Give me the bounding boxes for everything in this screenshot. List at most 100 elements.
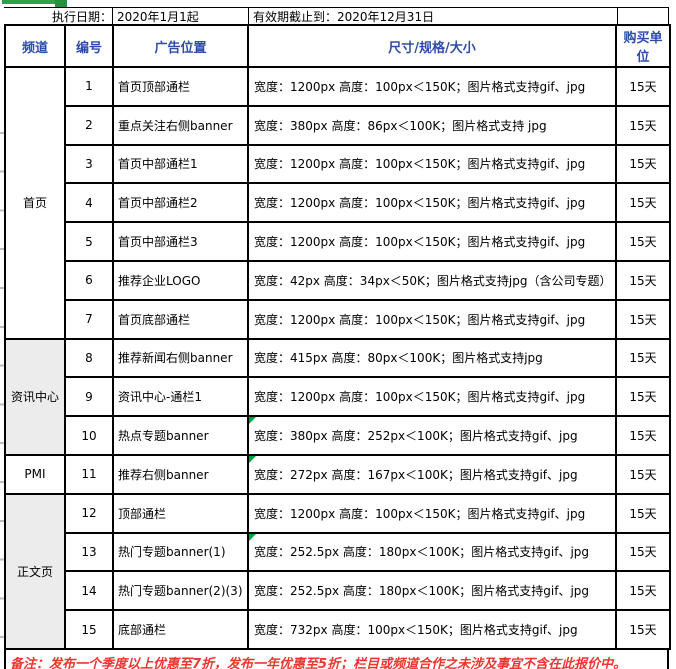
position-cell[interactable]: 底部通栏: [112, 609, 249, 650]
size-cell[interactable]: 宽度：1200px 高度：100px＜150K；图片格式支持gif、jpg: [247, 298, 617, 340]
position-text: 首页中部通栏2: [118, 196, 198, 211]
position-cell[interactable]: 首页中部通栏3: [112, 221, 249, 262]
size-cell[interactable]: 宽度：1200px 高度：100px＜150K；图片格式支持gif、jpg: [247, 66, 617, 107]
number-cell[interactable]: 11: [64, 453, 114, 495]
table-row: 4 首页中部通栏2 宽度：1200px 高度：100px＜150K；图片格式支持…: [5, 182, 671, 224]
table-row: 9 资讯中心-通栏1 宽度：1200px 高度：100px＜150K；图片格式支…: [5, 376, 671, 418]
position-cell[interactable]: 热点专题banner: [112, 415, 249, 456]
number-cell[interactable]: 2: [64, 104, 114, 146]
unit-cell[interactable]: 15天: [615, 376, 671, 418]
size-cell[interactable]: 宽度：1200px 高度：100px＜150K；图片格式支持gif、jpg: [247, 221, 617, 262]
size-text: 宽度：252.5px 高度：180px＜100K；图片格式支持gif、jpg: [254, 545, 590, 560]
number-cell[interactable]: 9: [64, 376, 114, 418]
position-text: 重点关注右侧banner: [118, 118, 233, 133]
unit-cell[interactable]: 15天: [615, 337, 671, 379]
size-cell[interactable]: 宽度：380px 高度：252px＜100K；图片格式支持gif、jpg: [247, 415, 617, 456]
unit-cell[interactable]: 15天: [615, 415, 671, 456]
position-cell[interactable]: 首页顶部通栏: [112, 66, 249, 107]
table-row: PMI 11 推荐右侧banner 宽度：272px 高度：167px＜100K…: [4, 453, 671, 495]
size-cell[interactable]: 宽度：252.5px 高度：180px＜100K；图片格式支持gif、jpg: [247, 531, 617, 573]
comment-indicator-icon: [250, 418, 256, 425]
size-cell[interactable]: 宽度：1200px 高度：100px＜150K；图片格式支持gif、jpg: [247, 182, 617, 224]
size-text: 宽度：42px 高度：34px＜50K；图片格式支持jpg（含公司专题）: [254, 273, 612, 288]
size-cell[interactable]: 宽度：380px 高度：86px＜100K；图片格式支持 jpg: [247, 104, 617, 146]
header-size[interactable]: 尺寸/规格/大小: [247, 24, 617, 68]
position-cell[interactable]: 首页中部通栏1: [112, 143, 249, 185]
size-text: 宽度：732px 高度：100px＜150K；图片格式支持gif、jpg: [254, 623, 578, 638]
number-cell[interactable]: 1: [64, 66, 114, 107]
unit-cell[interactable]: 15天: [615, 609, 671, 650]
table-row: 5 首页中部通栏3 宽度：1200px 高度：100px＜150K；图片格式支持…: [5, 221, 671, 262]
exec-date-label[interactable]: 执行日期：: [51, 9, 112, 24]
number-cell[interactable]: 5: [64, 221, 114, 262]
unit-cell[interactable]: 15天: [615, 221, 671, 262]
sheet-tab-artifact-notch: [55, 0, 67, 7]
unit-cell[interactable]: 15天: [615, 453, 671, 495]
position-text: 热点专题banner: [118, 429, 209, 444]
position-cell[interactable]: 首页中部通栏2: [112, 182, 249, 224]
size-cell[interactable]: 宽度：42px 高度：34px＜50K；图片格式支持jpg（含公司专题）: [247, 259, 617, 301]
size-cell[interactable]: 宽度：252.5px 高度：180px＜100K；图片格式支持gif、jpg: [247, 570, 617, 612]
table-row: 2 重点关注右侧banner 宽度：380px 高度：86px＜100K；图片格…: [5, 104, 671, 146]
unit-cell[interactable]: 15天: [615, 492, 671, 534]
number-cell[interactable]: 12: [64, 492, 114, 534]
number-cell[interactable]: 7: [64, 298, 114, 340]
unit-cell[interactable]: 15天: [615, 298, 671, 340]
position-cell[interactable]: 推荐右侧banner: [112, 453, 249, 495]
unit-cell[interactable]: 15天: [615, 531, 671, 573]
unit-cell[interactable]: 15天: [615, 104, 671, 146]
position-cell[interactable]: 热门专题banner(2)(3): [112, 570, 249, 612]
header-channel[interactable]: 频道: [4, 24, 66, 68]
header-unit[interactable]: 购买单位: [615, 24, 671, 68]
valid-until-cell[interactable]: 有效期截止到：2020年12月31日: [248, 7, 617, 25]
size-cell[interactable]: 宽度：1200px 高度：100px＜150K；图片格式支持gif、jpg: [247, 143, 617, 185]
number-cell[interactable]: 14: [64, 570, 114, 612]
unit-cell[interactable]: 15天: [615, 182, 671, 224]
position-cell[interactable]: 顶部通栏: [112, 492, 249, 534]
table-row: 13 热门专题banner(1) 宽度：252.5px 高度：180px＜100…: [5, 531, 671, 573]
channel-cell-pmi[interactable]: PMI: [4, 453, 66, 495]
unit-cell[interactable]: 15天: [615, 66, 671, 107]
channel-cell-home[interactable]: 首页: [4, 66, 66, 340]
unit-cell[interactable]: 15天: [615, 143, 671, 185]
size-text: 宽度：1200px 高度：100px＜150K；图片格式支持gif、jpg: [254, 235, 586, 250]
header-position[interactable]: 广告位置: [112, 24, 249, 68]
date-row: 执行日期： 2020年1月1起 有效期截止到：2020年12月31日: [4, 7, 669, 25]
unit-cell[interactable]: 15天: [615, 259, 671, 301]
number-cell[interactable]: 3: [64, 143, 114, 185]
unit-cell[interactable]: 15天: [615, 570, 671, 612]
position-cell[interactable]: 热门专题banner(1): [112, 531, 249, 573]
position-cell[interactable]: 首页底部通栏: [112, 298, 249, 340]
position-cell[interactable]: 资讯中心-通栏1: [112, 376, 249, 418]
position-cell[interactable]: 推荐企业LOGO: [112, 259, 249, 301]
size-cell[interactable]: 宽度：272px 高度：167px＜100K；图片格式支持gif、jpg: [247, 453, 617, 495]
size-cell[interactable]: 宽度：1200px 高度：100px＜150K；图片格式支持gif、jpg: [247, 492, 617, 534]
date-row-empty-cell[interactable]: [617, 8, 669, 24]
header-row: 频道 编号 广告位置 尺寸/规格/大小 购买单位: [4, 24, 671, 68]
size-cell[interactable]: 宽度：415px 高度：80px＜100K；图片格式支持jpg: [247, 337, 617, 379]
footnote: 备注：发布一个季度以上优惠至7折，发布一年优惠至5折；栏目或频道合作之未涉及事宜…: [4, 649, 669, 669]
position-cell[interactable]: 推荐新闻右侧banner: [112, 337, 249, 379]
size-text: 宽度：1200px 高度：100px＜150K；图片格式支持gif、jpg: [254, 390, 586, 405]
table-row: 首页 1 首页顶部通栏 宽度：1200px 高度：100px＜150K；图片格式…: [4, 66, 671, 340]
rate-table: 频道 编号 广告位置 尺寸/规格/大小 购买单位 首页 1 首页顶部通栏 宽度：…: [4, 24, 671, 650]
position-cell[interactable]: 重点关注右侧banner: [112, 104, 249, 146]
size-cell[interactable]: 宽度：732px 高度：100px＜150K；图片格式支持gif、jpg: [247, 609, 617, 650]
comment-indicator-icon: [250, 534, 256, 541]
header-number[interactable]: 编号: [64, 24, 114, 68]
number-cell[interactable]: 4: [64, 182, 114, 224]
number-cell[interactable]: 6: [64, 259, 114, 301]
number-cell[interactable]: 10: [64, 415, 114, 456]
number-cell[interactable]: 13: [64, 531, 114, 573]
exec-date-value[interactable]: 2020年1月1起: [112, 7, 248, 25]
size-text: 宽度：1200px 高度：100px＜150K；图片格式支持gif、jpg: [254, 79, 586, 94]
table-row: 资讯中心 8 推荐新闻右侧banner 宽度：415px 高度：80px＜100…: [4, 337, 671, 456]
channel-cell-article[interactable]: 正文页: [4, 492, 66, 650]
channel-cell-news[interactable]: 资讯中心: [4, 337, 66, 456]
number-cell[interactable]: 8: [64, 337, 114, 379]
comment-indicator-icon: [250, 456, 256, 463]
number-cell[interactable]: 15: [64, 609, 114, 650]
position-text: 热门专题banner(1): [118, 545, 226, 560]
size-cell[interactable]: 宽度：1200px 高度：100px＜150K；图片格式支持gif、jpg: [247, 376, 617, 418]
